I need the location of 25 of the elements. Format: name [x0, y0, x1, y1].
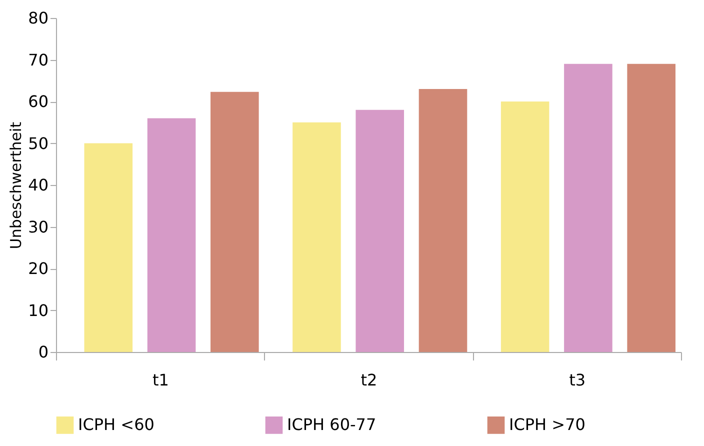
bar: [292, 122, 341, 352]
legend-label: ICPH >70: [509, 415, 586, 434]
y-tick-label: 80: [28, 8, 48, 28]
bar: [627, 64, 676, 352]
y-tick-label: 10: [28, 300, 48, 320]
y-tick-label: 60: [28, 92, 48, 111]
y-tick-label: 30: [28, 217, 48, 236]
y-tick-label: 70: [28, 50, 48, 70]
y-tick-label: 40: [28, 176, 48, 194]
bar: [500, 102, 550, 352]
legend-label: ICPH 60-77: [287, 415, 376, 434]
bar: [210, 92, 259, 352]
x-tick-label: t1: [152, 370, 169, 390]
y-axis-title: Unbeschwertheit: [7, 122, 26, 250]
x-tick-label: t3: [569, 370, 586, 390]
y-tick-label: 20: [28, 259, 48, 278]
x-tick-label: t2: [360, 370, 378, 390]
y-tick-label: 50: [28, 134, 48, 153]
bar: [147, 118, 196, 352]
bar: [418, 88, 468, 352]
bar: [84, 143, 133, 352]
bar: [356, 110, 404, 352]
y-tick-label: 0: [38, 342, 48, 362]
bar: [564, 64, 612, 352]
legend-label: ICPH <60: [78, 415, 154, 434]
